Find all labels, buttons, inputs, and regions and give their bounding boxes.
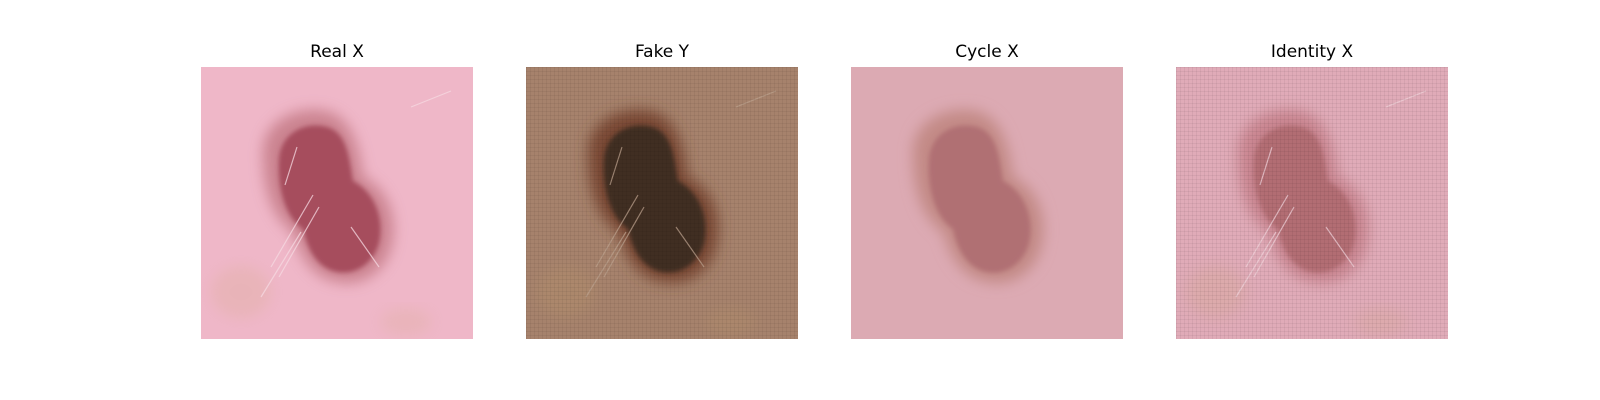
panel-fake-y: Fake Y [526,40,798,339]
panel-cycle-x: Cycle X [851,40,1123,339]
panel-identity-x: Identity X [1176,40,1448,339]
skin-lesion-image-identity-x [1176,67,1448,339]
panel-title-real-x: Real X [310,42,364,62]
skin-lesion-image-real-x [201,67,473,339]
panel-real-x: Real X [201,40,473,339]
panel-title-identity-x: Identity X [1270,42,1354,62]
panel-title-cycle-x: Cycle X [955,42,1019,62]
skin-lesion-image-cycle-x [851,67,1123,339]
skin-lesion-image-fake-y [526,67,798,339]
panel-title-fake-y: Fake Y [634,42,690,62]
